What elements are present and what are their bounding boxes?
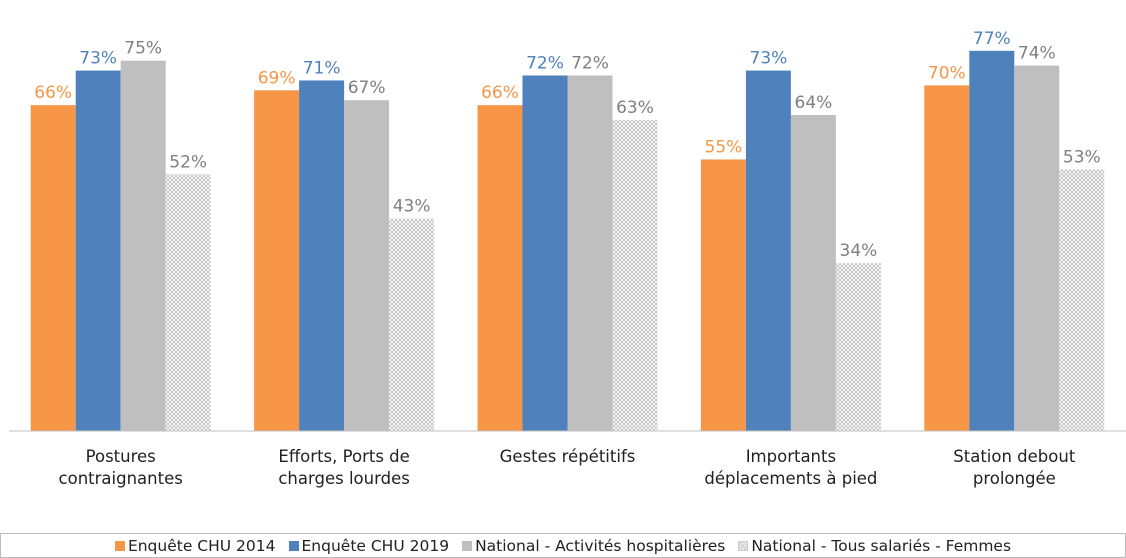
bar xyxy=(745,70,791,431)
x-tick-label: Importants déplacements à pied xyxy=(704,447,878,488)
data-label: 43% xyxy=(393,197,431,217)
bar xyxy=(477,105,523,431)
x-tick-label: Postures contraignantes xyxy=(58,447,183,488)
legend-item: National - Activités hospitalières xyxy=(462,537,725,555)
data-label: 63% xyxy=(616,98,654,118)
bar xyxy=(165,174,211,431)
data-label: 34% xyxy=(840,241,878,261)
data-label: 75% xyxy=(124,39,162,59)
legend: Enquête CHU 2014 Enquête CHU 2019 National… xyxy=(0,533,1126,558)
data-label: 74% xyxy=(1018,44,1056,64)
legend-label: Enquête CHU 2019 xyxy=(301,536,450,555)
bar xyxy=(75,70,121,431)
bar xyxy=(567,75,613,431)
data-label: 70% xyxy=(928,63,966,83)
bar xyxy=(344,100,390,431)
legend-swatch xyxy=(288,540,299,551)
x-tick-label: Gestes répétitifs xyxy=(499,447,636,466)
bar xyxy=(700,159,746,431)
bar xyxy=(612,119,658,431)
bar xyxy=(120,60,166,431)
bar xyxy=(1014,65,1060,431)
legend-item: Enquête CHU 2019 xyxy=(288,536,450,555)
legend-label: National - Activités hospitalières xyxy=(475,536,726,555)
data-label: 52% xyxy=(169,152,207,172)
legend-swatch xyxy=(462,540,473,551)
data-label: 77% xyxy=(973,29,1011,49)
data-label: 72% xyxy=(526,54,564,74)
legend-item: National - Tous salariés - Femmes xyxy=(738,537,1011,555)
legend-swatch xyxy=(114,540,125,551)
legend-item: Enquête CHU 2014 xyxy=(114,536,276,555)
legend-swatch xyxy=(738,540,749,551)
data-label: 73% xyxy=(79,49,117,69)
data-label: 67% xyxy=(348,78,386,98)
data-label: 64% xyxy=(795,93,833,113)
bar xyxy=(30,105,76,431)
x-tick-label: Efforts, Ports de charges lourdes xyxy=(278,447,410,488)
data-label: 66% xyxy=(34,83,72,103)
data-label: 66% xyxy=(481,83,519,103)
bar xyxy=(389,218,435,431)
x-tick-label: Station debout prolongée xyxy=(953,447,1076,488)
bar xyxy=(924,85,970,431)
plot: 66% 73% 75% 52% 69% 71% 67% 43% 66% 72% 72% 63% 55% 7… xyxy=(9,29,1126,432)
data-label: 71% xyxy=(303,58,341,78)
legend-label: Enquête CHU 2014 xyxy=(127,536,276,555)
data-label: 55% xyxy=(705,137,743,157)
bar xyxy=(790,115,836,431)
legend-label: National - Tous salariés - Femmes xyxy=(751,536,1012,555)
bar xyxy=(522,75,568,431)
data-label: 53% xyxy=(1063,147,1101,167)
bar xyxy=(1059,169,1105,431)
bar xyxy=(254,90,300,431)
data-label: 69% xyxy=(258,68,296,88)
data-label: 72% xyxy=(571,54,609,74)
bar xyxy=(835,263,881,431)
data-label: 73% xyxy=(750,49,788,69)
bar xyxy=(969,50,1015,431)
bar xyxy=(299,80,345,431)
